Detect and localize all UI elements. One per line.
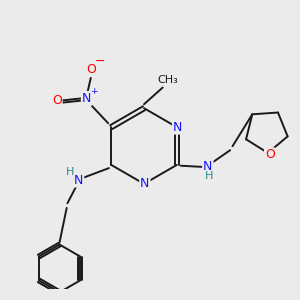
Text: +: + (90, 87, 98, 96)
Text: N: N (140, 177, 149, 190)
Text: N: N (74, 174, 83, 187)
Text: H: H (204, 172, 213, 182)
Text: N: N (173, 121, 182, 134)
Text: H: H (66, 167, 74, 177)
Text: O: O (265, 148, 275, 161)
Text: O: O (86, 63, 96, 76)
Text: N: N (82, 92, 91, 105)
Text: N: N (203, 160, 212, 173)
Text: −: − (94, 55, 105, 68)
Text: CH₃: CH₃ (158, 75, 178, 85)
Text: O: O (52, 94, 62, 107)
